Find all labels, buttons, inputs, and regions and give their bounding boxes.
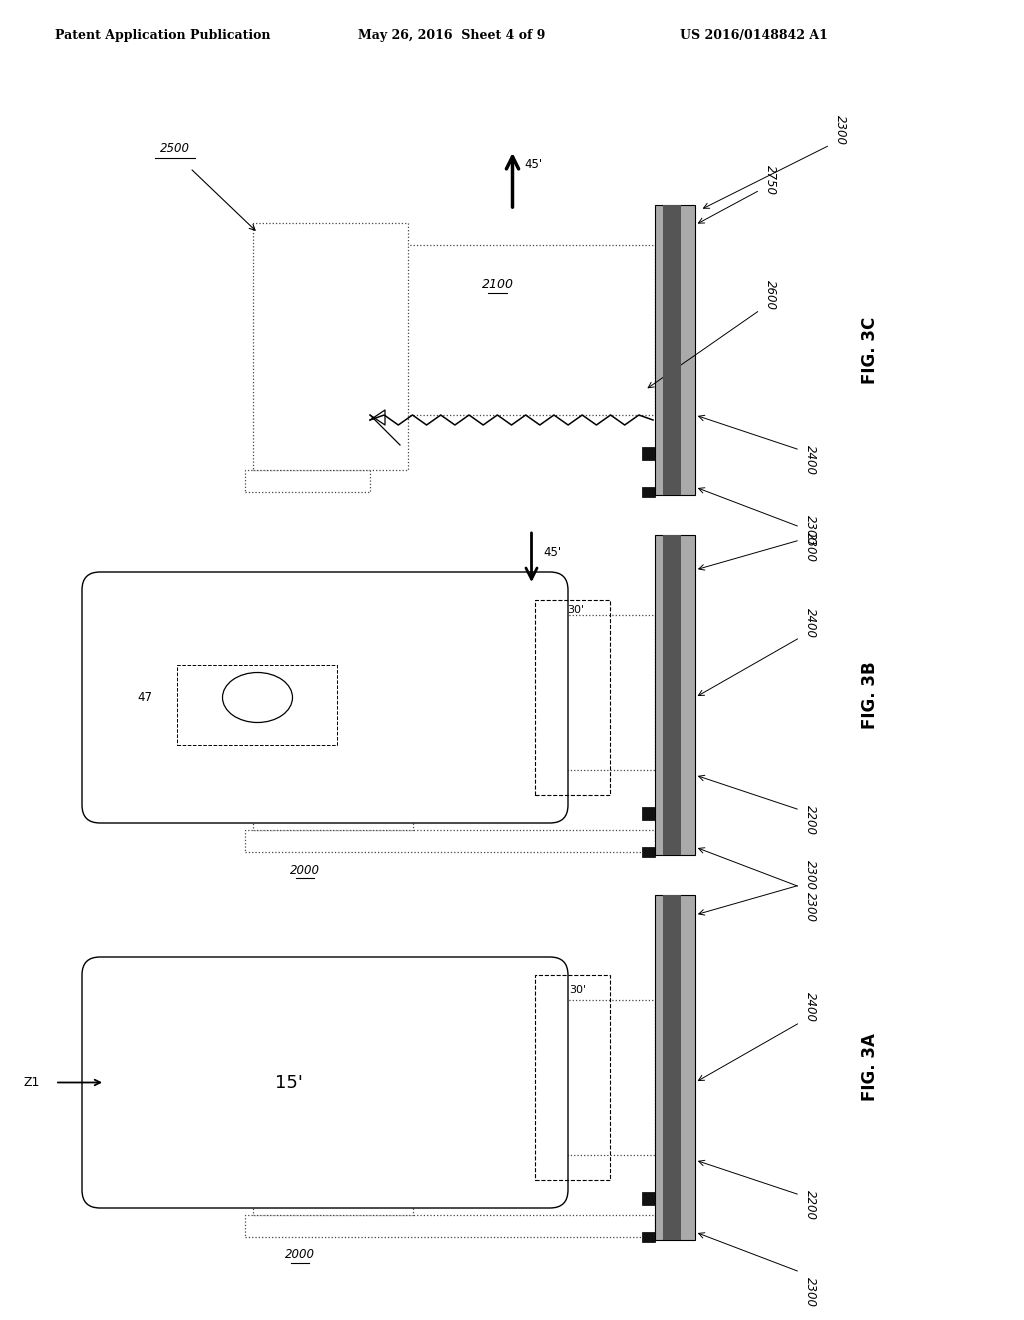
Bar xyxy=(642,807,655,820)
Text: 2500: 2500 xyxy=(160,143,190,154)
Bar xyxy=(655,535,695,855)
Text: 2200: 2200 xyxy=(804,805,816,836)
Bar xyxy=(253,725,413,830)
Text: 2300: 2300 xyxy=(804,515,816,545)
Bar xyxy=(642,447,655,459)
Bar xyxy=(408,1001,655,1155)
Bar xyxy=(663,205,681,495)
Text: 45': 45' xyxy=(544,546,561,560)
Text: 2300: 2300 xyxy=(804,1276,816,1307)
Bar xyxy=(655,895,695,1239)
Text: 47: 47 xyxy=(137,690,153,704)
Text: 2300: 2300 xyxy=(804,861,816,890)
Text: 2000: 2000 xyxy=(290,863,319,876)
Text: 2300: 2300 xyxy=(804,892,816,921)
Text: 2300: 2300 xyxy=(834,115,847,145)
Bar xyxy=(253,1110,413,1214)
Text: US 2016/0148842 A1: US 2016/0148842 A1 xyxy=(680,29,827,41)
Text: 2300: 2300 xyxy=(804,532,816,562)
Text: FIG. 3A: FIG. 3A xyxy=(861,1034,879,1101)
Bar xyxy=(663,535,681,855)
Text: 17: 17 xyxy=(249,690,266,705)
Text: FIG. 3C: FIG. 3C xyxy=(861,317,879,384)
Text: FIG. 3B: FIG. 3B xyxy=(861,661,879,729)
Text: 2750: 2750 xyxy=(764,165,776,195)
Text: 2000: 2000 xyxy=(285,1249,315,1262)
Bar xyxy=(535,975,610,1180)
Text: 2400: 2400 xyxy=(804,445,816,475)
Text: 2200: 2200 xyxy=(804,1191,816,1220)
Text: 2000: 2000 xyxy=(418,975,449,989)
Text: 2100: 2100 xyxy=(317,771,349,784)
Bar xyxy=(663,895,681,1239)
Bar xyxy=(245,470,370,492)
Bar xyxy=(642,847,655,857)
Text: 2100: 2100 xyxy=(501,1028,532,1041)
Text: 2000: 2000 xyxy=(418,590,449,603)
Bar xyxy=(176,665,337,744)
Text: Z1: Z1 xyxy=(24,1076,40,1089)
Text: 15': 15' xyxy=(275,1073,303,1092)
FancyBboxPatch shape xyxy=(82,957,568,1208)
Text: 2500: 2500 xyxy=(160,644,190,657)
Bar xyxy=(253,223,408,470)
Text: 2500: 2500 xyxy=(160,1030,190,1041)
Bar xyxy=(655,205,695,495)
Bar xyxy=(408,615,655,770)
Text: May 26, 2016  Sheet 4 of 9: May 26, 2016 Sheet 4 of 9 xyxy=(358,29,546,41)
Text: 2400: 2400 xyxy=(804,607,816,638)
Text: 2100: 2100 xyxy=(481,279,513,292)
Bar xyxy=(642,487,655,498)
Text: 2600: 2600 xyxy=(764,280,776,310)
Text: 2400: 2400 xyxy=(804,993,816,1023)
Text: 45': 45' xyxy=(524,158,543,172)
Bar xyxy=(642,1192,655,1205)
Text: 30': 30' xyxy=(567,605,584,615)
Bar xyxy=(245,1214,655,1237)
Bar xyxy=(642,1232,655,1242)
Text: 30': 30' xyxy=(569,985,586,995)
FancyBboxPatch shape xyxy=(82,572,568,822)
Bar xyxy=(370,246,655,414)
Bar xyxy=(535,601,610,795)
Ellipse shape xyxy=(222,672,293,722)
Text: 2100: 2100 xyxy=(317,1156,349,1170)
Bar xyxy=(245,830,655,851)
Text: Patent Application Publication: Patent Application Publication xyxy=(55,29,270,41)
Text: 2100: 2100 xyxy=(501,644,532,656)
